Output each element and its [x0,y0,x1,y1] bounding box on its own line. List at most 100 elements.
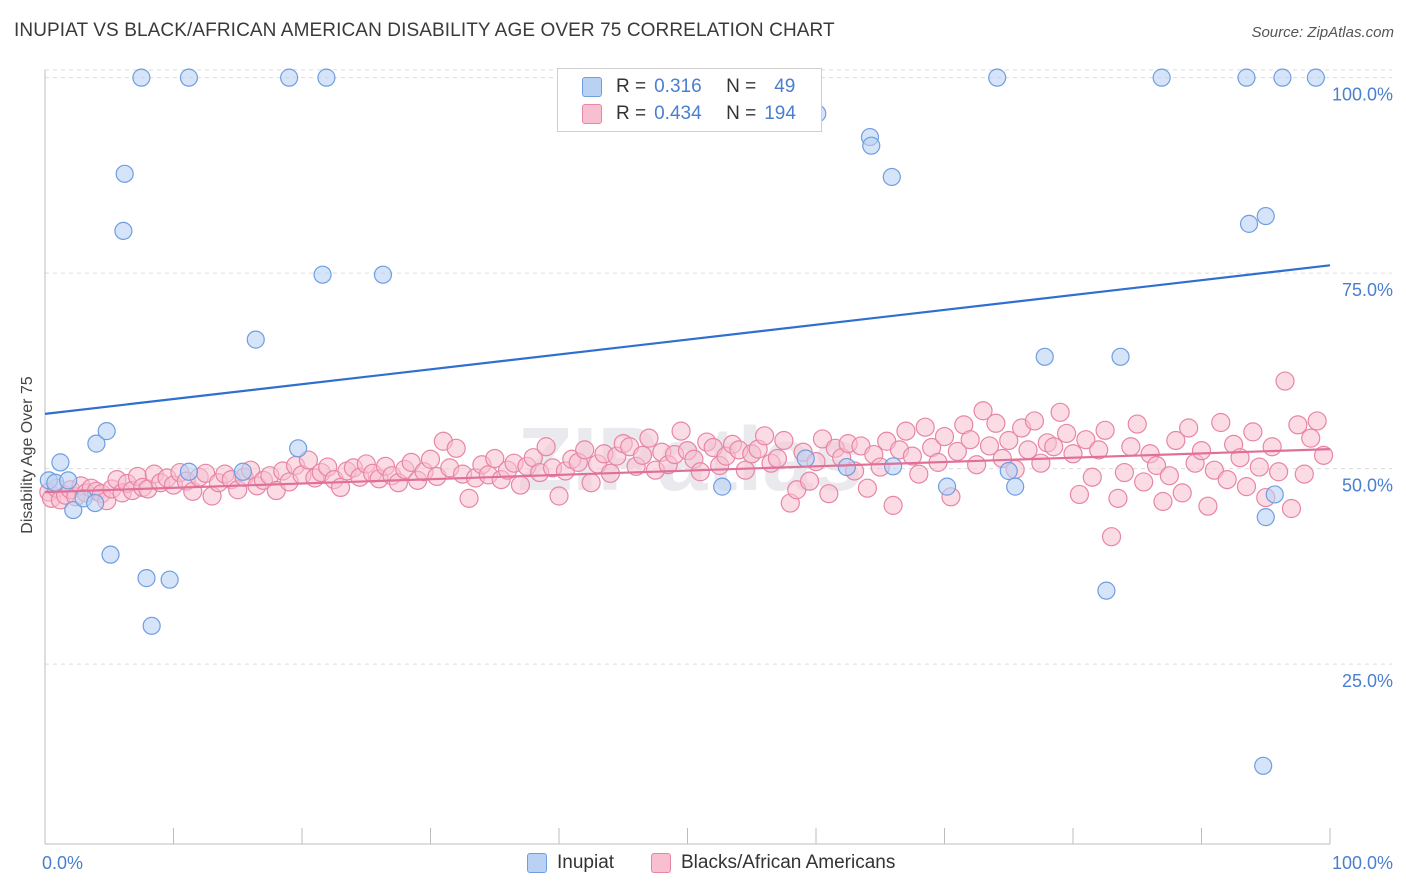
point-inupiat [313,265,332,284]
point-black [459,488,479,508]
point-black [420,449,441,469]
point-inupiat [1111,347,1130,366]
point-inupiat [1265,485,1284,504]
point-inupiat [317,68,336,87]
point-black [1121,437,1141,457]
x-tick-label: 100.0% [1332,853,1393,873]
point-black [1268,462,1289,482]
point-inupiat [1239,214,1259,233]
point-inupiat [862,136,881,155]
point-black [1294,464,1314,484]
point-black [999,430,1019,451]
point-black [575,440,595,460]
point-black [1114,462,1135,483]
point-inupiat [280,68,299,87]
bottom-legend-label-black: Blacks/African Americans [681,852,896,873]
point-black [1031,453,1051,473]
point-black [1101,527,1122,547]
point-black [896,421,916,441]
chart-title: INUPIAT VS BLACK/AFRICAN AMERICAN DISABI… [14,20,835,41]
point-black [632,445,653,465]
point-black [947,441,967,462]
point-black [1262,437,1282,457]
point-black [446,438,466,458]
point-black [1134,472,1154,492]
point-inupiat [937,477,957,496]
point-inupiat [179,462,199,481]
legend-n-value-inupiat: 49 [774,76,796,97]
point-inupiat [1256,508,1275,527]
point-black [1050,402,1070,422]
legend-swatch-inupiat [582,77,602,97]
point-inupiat [115,164,134,183]
point-inupiat [1152,68,1171,87]
point-inupiat [289,439,308,458]
point-black [979,436,1000,456]
x-tick-label: 0.0% [42,853,83,873]
point-inupiat [87,434,106,453]
point-inupiat [114,221,133,241]
point-black [1204,460,1224,480]
point-inupiat [137,569,156,588]
point-black [510,475,531,495]
point-black [1288,415,1308,435]
point-black [1179,418,1199,438]
point-black [1191,441,1212,461]
trendline-black [44,447,1331,494]
point-inupiat [1035,347,1054,366]
point-black [549,486,569,506]
point-black [1172,483,1192,503]
point-black [915,417,935,437]
point-inupiat [160,570,179,589]
point-black [934,426,955,447]
point-black [986,413,1006,433]
point-inupiat [233,462,252,481]
point-black [1095,420,1115,440]
bottom-legend-inupiat: Inupiat [527,852,614,874]
legend-r-value-inupiat: 0.316 [654,76,702,97]
point-black [819,484,839,504]
point-black [581,473,601,493]
legend-swatch-black [582,104,602,124]
point-black [1082,467,1102,487]
point-black [1198,496,1218,516]
point-inupiat [796,449,815,468]
trendline-inupiat [44,264,1331,415]
point-inupiat [64,500,83,520]
point-black [1044,437,1064,457]
bottom-legend-swatch-inupiat [527,853,547,873]
point-inupiat [883,457,903,476]
point-inupiat [86,493,105,513]
y-tick-label: 50.0% [1342,476,1393,496]
point-inupiat [132,68,151,87]
point-inupiat [179,68,199,87]
point-inupiat [373,265,393,284]
point-black [1217,469,1237,490]
point-black [1159,466,1179,486]
point-black [812,429,833,449]
point-black [1236,477,1257,497]
legend-n-label: N = [726,103,757,124]
point-black [485,448,505,469]
point-black [1146,455,1167,476]
legend-row-inupiat: R = 0.316 N = 49 [582,75,795,99]
point-black [1313,445,1334,465]
point-black [671,421,691,441]
point-black [1301,428,1321,448]
legend-n-value-black: 194 [764,103,796,124]
point-inupiat [1256,206,1275,226]
y-tick-label: 25.0% [1342,671,1393,691]
y-tick-label: 100.0% [1332,85,1393,105]
legend-r-label: R = [616,76,647,97]
point-black [690,462,710,482]
point-black [973,401,993,421]
legend-box: R = 0.316 N = 49 R = 0.434 N = 194 [557,68,822,132]
point-inupiat [999,461,1018,481]
point-inupiat [1306,68,1325,87]
point-black [1024,411,1045,431]
point-black [1307,411,1327,431]
point-black [401,452,421,472]
point-inupiat [246,330,265,349]
point-inupiat [988,68,1007,87]
